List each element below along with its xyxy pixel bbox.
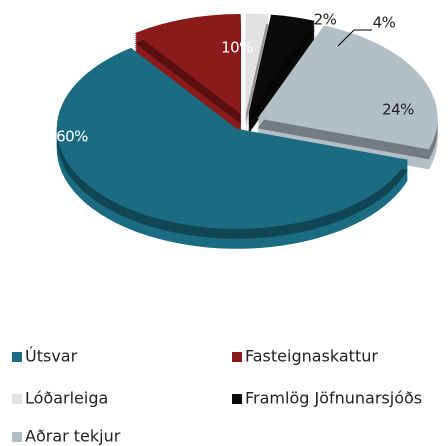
legend-label: Aðrar tekjur: [25, 427, 121, 446]
legend-label: Útsvar: [25, 347, 78, 366]
slice: [245, 13, 269, 114]
data-label: 4%: [373, 14, 396, 32]
data-label: 24%: [382, 101, 414, 119]
slice: [56, 47, 408, 229]
legend-swatch: [12, 352, 22, 362]
leader-line: [337, 29, 372, 47]
slice: [134, 14, 241, 115]
legend: Útsvar Fasteignaskattur Lóðarleiga Framlög …: [12, 347, 422, 446]
legend-swatch: [12, 394, 22, 404]
legend-swatch: [232, 352, 242, 362]
pie: [56, 13, 438, 249]
labels: 10% 2% 4% 24% 60%: [56, 11, 415, 146]
legend-swatch: [12, 432, 22, 442]
data-label: 60%: [56, 128, 88, 146]
legend-label: Framlög Jöfnunarsjóðs: [245, 389, 422, 408]
legend-label: Fasteignaskattur: [245, 347, 378, 366]
data-label: 10%: [221, 39, 253, 57]
legend-label: Lóðarleiga: [25, 389, 108, 408]
legend-swatch: [232, 394, 242, 404]
data-label: 2%: [314, 11, 337, 29]
slice: [257, 25, 438, 150]
slice: [248, 14, 315, 114]
slice-shade: [248, 24, 315, 124]
